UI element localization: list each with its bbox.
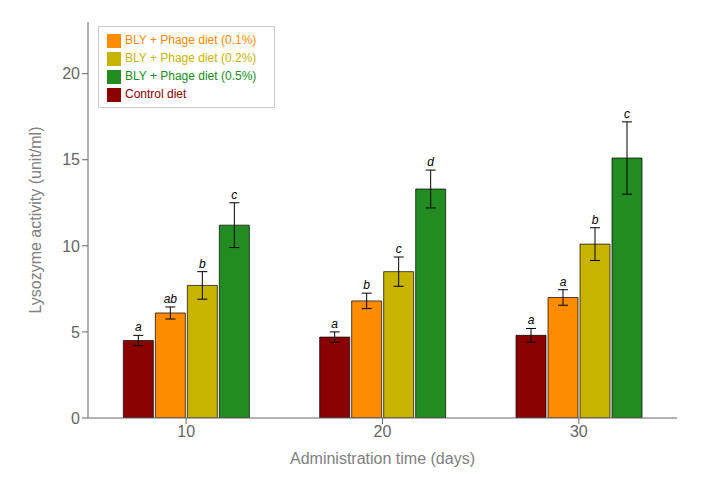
svg-text:a: a bbox=[135, 320, 142, 334]
svg-text:20: 20 bbox=[62, 65, 80, 82]
svg-text:5: 5 bbox=[71, 324, 80, 341]
svg-text:b: b bbox=[199, 257, 206, 271]
svg-text:a: a bbox=[560, 275, 567, 289]
svg-text:a: a bbox=[528, 313, 535, 327]
svg-text:10: 10 bbox=[62, 238, 80, 255]
html-text:BLY + Phage diet (0.2%): BLY + Phage diet (0.2%) bbox=[125, 51, 257, 65]
svg-text:d: d bbox=[427, 155, 434, 169]
svg-text:a: a bbox=[331, 317, 338, 331]
svg-text:15: 15 bbox=[62, 151, 80, 168]
svg-text:0: 0 bbox=[71, 410, 80, 427]
svg-text:c: c bbox=[624, 107, 630, 121]
html-text:BLY + Phage diet (0.1%): BLY + Phage diet (0.1%) bbox=[125, 33, 257, 47]
html-text:Control diet: Control diet bbox=[125, 87, 187, 101]
svg-text:b: b bbox=[363, 278, 370, 292]
svg-text:10: 10 bbox=[177, 423, 195, 440]
svg-text:c: c bbox=[396, 242, 402, 256]
svg-text:30: 30 bbox=[570, 423, 588, 440]
svg-text:ab: ab bbox=[164, 292, 178, 306]
svg-text:Administration time (days): Administration time (days) bbox=[290, 450, 475, 467]
svg-text:Lysozyme activity (unit/ml): Lysozyme activity (unit/ml) bbox=[27, 127, 44, 314]
html-text:BLY + Phage diet (0.5%): BLY + Phage diet (0.5%) bbox=[125, 69, 257, 83]
svg-text:c: c bbox=[231, 188, 237, 202]
svg-text:b: b bbox=[592, 213, 599, 227]
svg-text:20: 20 bbox=[374, 423, 392, 440]
